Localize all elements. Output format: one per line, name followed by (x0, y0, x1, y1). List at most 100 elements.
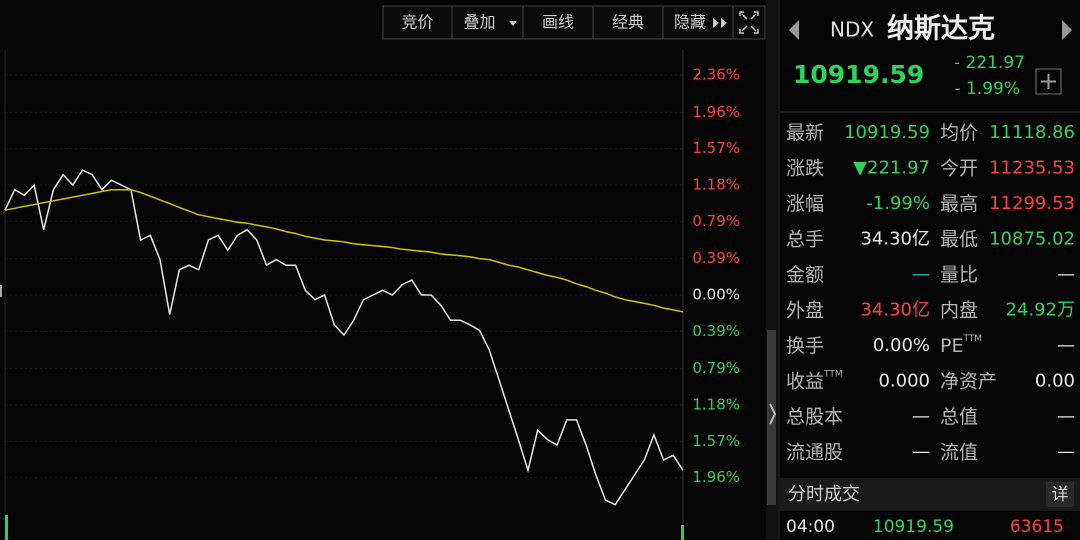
y-tick-label: 1.96% (692, 468, 740, 486)
toolbar-label: 经典 (612, 13, 644, 32)
stat-label-text: 涨幅 (786, 193, 824, 215)
stat-value: 0.00 (1035, 371, 1075, 392)
stat-label-text: 金额 (786, 264, 824, 286)
detail-label: 详 (1052, 485, 1069, 505)
stat-label: 涨幅 (786, 193, 824, 215)
stat-value: 0.000 (878, 371, 930, 392)
stat-value: 24.92万 (1005, 300, 1075, 321)
stat-label-text: 均价 (940, 122, 978, 144)
y-tick-label: 0.39% (692, 249, 740, 267)
price-line (4, 188, 684, 313)
section-bar (780, 478, 1080, 511)
fullscreen-button[interactable] (732, 5, 766, 40)
stat-label-text: 今开 (940, 157, 978, 179)
stat-label: 换手 (786, 335, 824, 357)
stat-label: 最高 (940, 193, 978, 215)
stat-label-text: 收益 (786, 370, 824, 392)
stat-label: 均价 (940, 122, 978, 144)
stat-value: — (1057, 406, 1075, 427)
expand-icon (713, 18, 727, 28)
y-tick-label: 0.39% (692, 322, 740, 340)
stat-value: — (912, 442, 930, 463)
stat-value: 11235.53 (989, 158, 1075, 179)
next-arrow[interactable] (1062, 20, 1072, 40)
stat-label: 最低 (940, 228, 978, 250)
y-tick-label: 1.57% (692, 432, 740, 450)
stat-label: 总手 (786, 228, 824, 250)
stat-value: ▼221.97 (853, 158, 930, 179)
stat-value: — (1057, 335, 1075, 356)
y-tick-label: 0.00% (692, 286, 740, 304)
stat-value: 11299.53 (989, 193, 1075, 214)
stat-label-text: 最高 (940, 193, 978, 215)
stat-value: 11118.86 (989, 122, 1075, 143)
dropdown-icon (509, 21, 517, 26)
y-tick-label: 1.96% (692, 103, 740, 121)
stat-label: 总值 (940, 406, 978, 428)
stat-value: — (912, 406, 930, 427)
stat-value: -1.99% (866, 193, 930, 214)
toolbar-button[interactable] (592, 5, 664, 40)
stat-label: 总股本 (786, 406, 843, 428)
stat-label-text: 总手 (786, 228, 824, 250)
quote-change: - 221.97 (954, 53, 1025, 73)
stat-value: 10875.02 (989, 229, 1075, 250)
add-icon (1041, 74, 1056, 89)
trade-price: 10919.59 (873, 517, 954, 537)
collapse-arrow[interactable] (769, 403, 777, 425)
y-tick-label: 0.79% (692, 359, 740, 377)
stat-label-sup: TTM (962, 334, 982, 344)
detail-button[interactable] (1046, 482, 1074, 507)
stat-label-text: 最低 (940, 228, 978, 250)
stat-label: 净资产 (940, 370, 997, 392)
stat-label: PETTM (940, 334, 982, 357)
y-tick-label: 0.79% (692, 212, 740, 230)
volume-bar-stub (681, 525, 684, 540)
scroll-thumb[interactable] (767, 330, 776, 505)
toolbar-button[interactable] (522, 5, 594, 40)
add-button[interactable] (1035, 68, 1062, 95)
y-tick-label: 1.18% (692, 176, 740, 194)
stat-label: 量比 (940, 264, 978, 286)
stat-value: 34.30亿 (860, 300, 930, 321)
stat-label: 涨跌 (786, 157, 824, 179)
y-tick-label: 1.57% (692, 139, 740, 157)
toolbar-label: 隐藏 (674, 13, 706, 32)
stat-label-text: 涨跌 (786, 157, 824, 179)
stat-value: 34.30亿 (860, 229, 930, 250)
quote-price: 10919.59 (793, 60, 924, 89)
stat-label-text: 量比 (940, 264, 978, 286)
stat-label-text: PE (940, 335, 963, 357)
stat-label-text: 总值 (940, 406, 978, 428)
toolbar-label: 叠加 (463, 13, 495, 32)
volume-bar-stub (5, 515, 8, 540)
stat-value: — (1057, 264, 1075, 285)
stat-label: 流值 (940, 441, 978, 463)
stat-value: — (912, 264, 930, 285)
stat-label-text: 最新 (786, 122, 824, 144)
stat-label: 外盘 (786, 299, 824, 321)
trade-volume: 63615 (1010, 517, 1064, 537)
stat-label-sup: TTM (823, 369, 843, 379)
stat-label: 内盘 (940, 299, 978, 321)
fullscreen-icon (739, 11, 759, 34)
stat-label-text: 总股本 (786, 406, 843, 428)
stat-label: 流通股 (786, 441, 843, 463)
stat-label: 今开 (940, 157, 978, 179)
stat-label: 最新 (786, 122, 824, 144)
quote-name: 纳斯达克 (887, 13, 995, 45)
prev-arrow[interactable] (789, 20, 799, 40)
stat-label-text: 流通股 (786, 441, 843, 463)
toolbar-label: 竞价 (401, 13, 433, 32)
stat-label-text: 净资产 (940, 370, 997, 392)
toolbar-label: 画线 (542, 13, 574, 32)
stat-label-text: 内盘 (940, 299, 978, 321)
y-tick-label: 2.36% (692, 66, 740, 84)
edge-marker (0, 285, 2, 297)
section-title: 分时成交 (788, 484, 860, 505)
stat-label: 金额 (786, 264, 824, 286)
stat-label-text: 外盘 (786, 299, 824, 321)
stat-value: 10919.59 (844, 122, 930, 143)
